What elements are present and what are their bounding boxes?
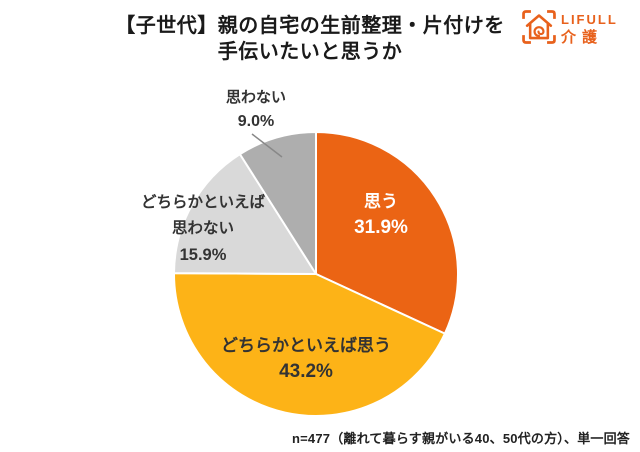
pie-label-dochira-omou: どちらかといえば思う 43.2% <box>196 333 416 385</box>
sample-size-footnote: n=477（離れて暮らす親がいる40、50代の方）、単一回答 <box>292 431 630 446</box>
pie-label-dochira-omowanai-line1: どちらかといえば <box>140 194 265 211</box>
pie-label-dochira-omowanai: どちらかといえば 思わない 15.9% <box>123 190 283 268</box>
pie-label-dochira-omowanai-line2: 思わない <box>171 220 234 237</box>
brand-logo-text: LIFULL 介護 <box>561 10 618 45</box>
pie-label-dochira-omowanai-pct: 15.9% <box>179 246 227 264</box>
leader-line-omowanai <box>251 133 283 158</box>
pie-label-omowanai-text: 思わない <box>225 89 286 106</box>
brand-service-name: 介護 <box>561 29 604 46</box>
pie-slice-3 <box>238 131 317 275</box>
pie-label-dochira-omou-pct: 43.2% <box>279 361 333 382</box>
pie-label-omou-text: 思う <box>364 192 398 211</box>
pie-label-omowanai: 思わない 9.0% <box>196 86 316 134</box>
pie-slice-2 <box>173 153 317 275</box>
brand-logo: LIFULL 介護 <box>522 10 618 45</box>
lifull-house-icon <box>522 10 556 44</box>
pie-label-omou: 思う 31.9% <box>321 189 441 241</box>
pie-label-omou-pct: 31.9% <box>354 217 408 238</box>
pie-label-omowanai-pct: 9.0% <box>237 113 275 130</box>
brand-name: LIFULL <box>561 12 618 27</box>
page-title-line1: 【子世代】親の自宅の生前整理・片付けを <box>115 15 505 37</box>
pie-label-dochira-omou-text: どちらかといえば思う <box>221 336 391 355</box>
pie-slice-1 <box>172 272 446 417</box>
page-title: 【子世代】親の自宅の生前整理・片付けを 手伝いたいと思うか <box>0 13 620 65</box>
pie-slice-0 <box>315 131 459 335</box>
page-title-line2: 手伝いたいと思うか <box>217 41 403 63</box>
